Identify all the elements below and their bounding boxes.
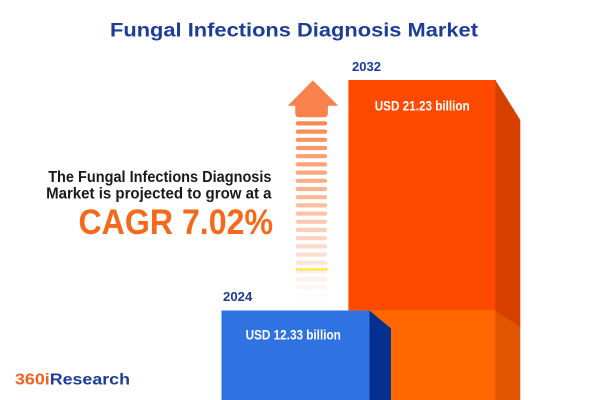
svg-text:USD 21.23 billion: USD 21.23 billion bbox=[375, 99, 470, 115]
svg-text:CAGR 7.02%: CAGR 7.02% bbox=[79, 202, 274, 242]
svg-text:USD 12.33 billion: USD 12.33 billion bbox=[246, 328, 341, 344]
svg-text:2032: 2032 bbox=[352, 60, 381, 74]
svg-text:2024: 2024 bbox=[223, 290, 252, 304]
svg-text:Fungal Infections Diagnosis Ma: Fungal Infections Diagnosis Market bbox=[110, 19, 479, 41]
svg-text:The Fungal Infections Diagnosi: The Fungal Infections Diagnosis bbox=[48, 169, 271, 186]
svg-text:Market is projected to grow at: Market is projected to grow at a bbox=[46, 185, 271, 202]
